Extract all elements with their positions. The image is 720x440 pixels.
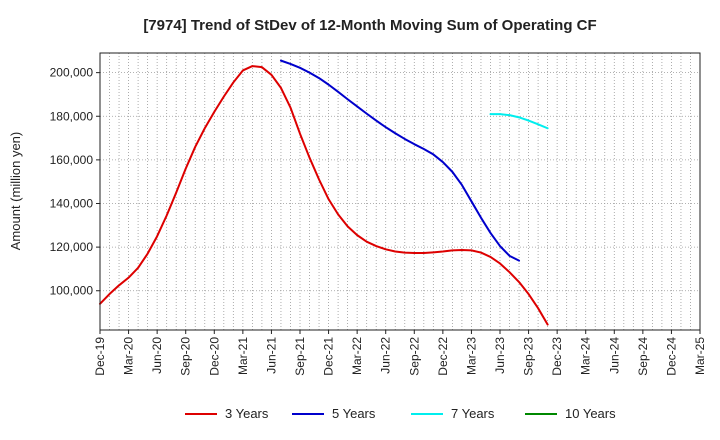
x-tick-label: Sep-22 (407, 337, 421, 376)
series-layer (99, 59, 549, 326)
y-tick-label: 180,000 (50, 109, 94, 123)
plot-area-frame (99, 52, 701, 331)
x-tick-label: Dec-22 (436, 337, 450, 376)
x-tick-label: Jun-24 (607, 337, 621, 374)
x-tick-label: Jun-22 (379, 337, 393, 374)
x-tick-label: Mar-23 (464, 337, 478, 375)
x-tick-label: Jun-23 (493, 337, 507, 374)
x-tick-label: Mar-24 (579, 337, 593, 375)
x-tick-label: Dec-21 (322, 337, 336, 376)
x-tick-label: Jun-21 (264, 337, 278, 374)
x-tick-label: Dec-19 (93, 337, 107, 376)
x-tick-label: Sep-24 (636, 337, 650, 376)
grid-layer (100, 53, 700, 330)
x-tick-label: Mar-25 (693, 337, 707, 375)
x-tick-label: Sep-23 (522, 337, 536, 376)
y-tick-label: 140,000 (50, 196, 94, 210)
y-tick-labels: 100,000 120,000 140,000 160,000 180,000 200,0… (50, 66, 100, 298)
y-tick-label: 200,000 (50, 66, 94, 80)
chart-title: [7974] Trend of StDev of 12-Month Moving… (143, 17, 596, 34)
x-tick-label: Dec-23 (550, 337, 564, 376)
y-tick-label: 120,000 (50, 240, 94, 254)
y-tick-label: 160,000 (50, 153, 94, 167)
x-tick-label: Sep-21 (293, 337, 307, 376)
x-tick-label: Jun-20 (150, 337, 164, 374)
series-line-7-years (489, 113, 549, 130)
legend-label-3-years: 3 Years (225, 406, 269, 421)
x-tick-labels: Dec-19 Mar-20 Jun-20 Sep-20 Dec-20 Mar-21 Jun-… (93, 330, 707, 376)
legend-label-5-years: 5 Years (332, 406, 376, 421)
series-line-3-years (99, 65, 549, 326)
legend: 3 Years 5 Years 7 Years 10 Years (185, 406, 616, 421)
y-axis-label: Amount (million yen) (8, 132, 23, 251)
x-tick-label: Mar-20 (122, 337, 136, 375)
legend-label-10-years: 10 Years (565, 406, 616, 421)
x-tick-label: Mar-22 (350, 337, 364, 375)
y-tick-label: 100,000 (50, 284, 94, 298)
series-line-5-years (279, 59, 521, 262)
x-tick-label: Mar-21 (236, 337, 250, 375)
x-tick-label: Dec-20 (207, 337, 221, 376)
legend-label-7-years: 7 Years (451, 406, 495, 421)
x-tick-label: Sep-20 (179, 337, 193, 376)
x-tick-label: Dec-24 (664, 337, 678, 376)
